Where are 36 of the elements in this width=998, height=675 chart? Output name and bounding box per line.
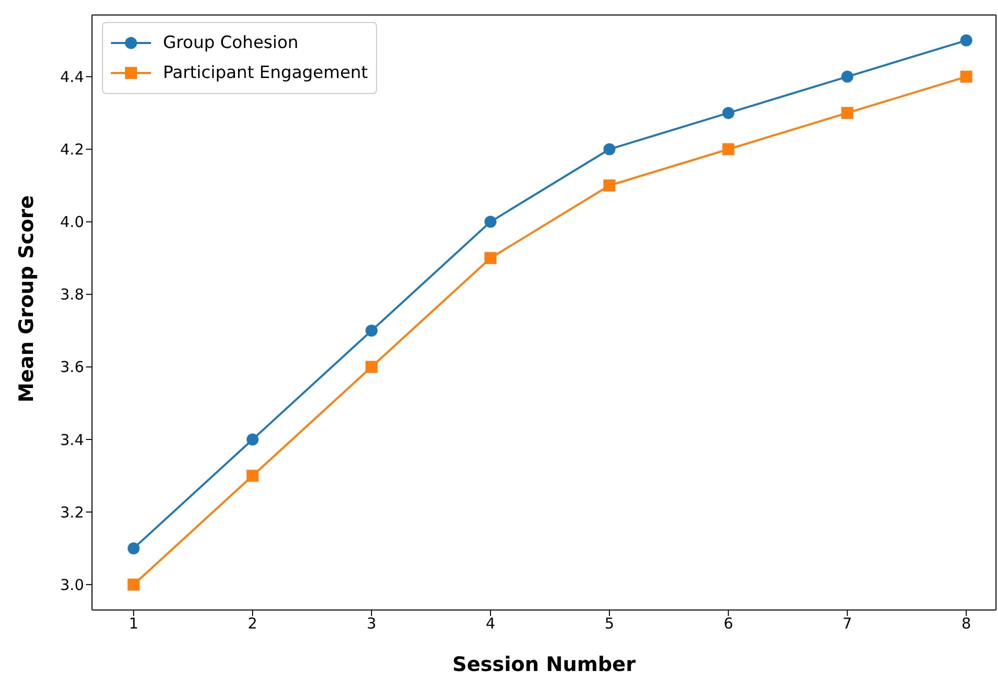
point (128, 578, 140, 591)
x-tick-label: 7 (842, 614, 852, 633)
point (841, 106, 854, 119)
y-tick-label: 4.4 (60, 68, 84, 86)
x-tick-label: 5 (604, 614, 614, 633)
y-axis-title: Mean Group Score (14, 195, 38, 402)
point (128, 542, 140, 554)
y-tick-label: 3.0 (60, 576, 84, 594)
x-tick-label: 1 (128, 614, 138, 633)
y-tick-label: 3.8 (60, 286, 84, 304)
point (603, 143, 616, 156)
point (366, 360, 378, 373)
point (960, 34, 972, 46)
x-axis-title: Session Number (452, 652, 636, 675)
y-tick-label: 3.6 (60, 358, 84, 376)
y-tick-label: 3.4 (60, 430, 84, 449)
point (603, 180, 616, 192)
point (246, 470, 259, 482)
x-tick-label: 6 (724, 614, 734, 633)
x-tick-label: 8 (961, 614, 972, 633)
x-tick-label: 4 (486, 614, 496, 633)
point (366, 324, 378, 337)
point (484, 216, 496, 228)
point (841, 70, 854, 83)
point (484, 252, 496, 264)
x-tick-label: 3 (366, 614, 376, 633)
y-tick-label: 4.0 (60, 213, 84, 232)
point (722, 106, 734, 119)
point (722, 143, 734, 156)
y-tick-label: 4.2 (60, 140, 84, 159)
legend-label: Participant Engagement (163, 63, 368, 83)
point (246, 433, 259, 446)
y-tick-label: 3.2 (60, 503, 84, 522)
legend-label: Group Cohesion (163, 33, 298, 53)
x-tick-label: 2 (248, 614, 258, 633)
point (960, 70, 972, 83)
